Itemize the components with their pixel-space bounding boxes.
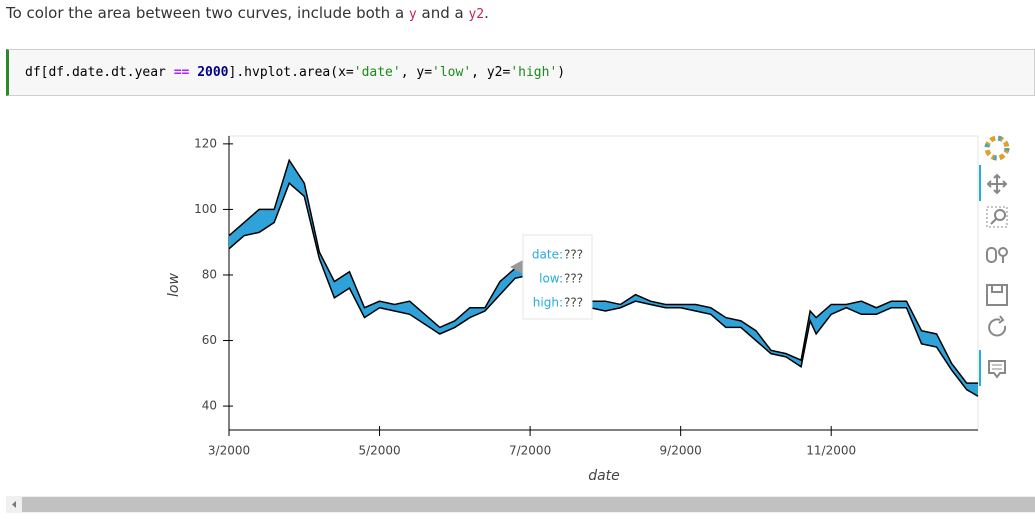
- code-token: 'date': [353, 65, 401, 80]
- area-edge: [228, 181, 979, 397]
- reset-tool[interactable]: [988, 315, 1007, 337]
- text: To color the area between two curves, in…: [6, 4, 409, 22]
- y-tick-label: 100: [194, 202, 217, 216]
- tooltip-box: [522, 234, 593, 320]
- x-axis-label: date: [588, 468, 620, 484]
- code-token: 'low': [432, 65, 472, 80]
- bokeh-logo[interactable]: [984, 135, 1010, 161]
- y-tick-label: 120: [194, 136, 217, 150]
- code-token: ==: [173, 65, 190, 80]
- tooltip-value: ???: [564, 296, 583, 310]
- y-axis-label: low: [166, 272, 182, 296]
- horizontal-scrollbar[interactable]: [6, 496, 1035, 513]
- scroll-left[interactable]: [6, 496, 22, 513]
- save-tool[interactable]: [986, 284, 1008, 306]
- x-tick-label: 5/2000: [358, 444, 400, 458]
- code-token: 'high': [510, 65, 558, 80]
- area-edge: [228, 158, 978, 384]
- tooltip-value: ???: [564, 248, 583, 262]
- x-tick-label: 3/2000: [208, 444, 250, 458]
- code: df[df.date.dt.year == 2000].hvplot.area(…: [25, 65, 565, 80]
- inline-code: y2: [468, 7, 485, 22]
- y-tick-label: 60: [202, 333, 217, 347]
- chart: date low date: ???low: ???high:??? 4060801…: [166, 135, 1010, 484]
- tooltip-arrow: [510, 260, 523, 274]
- code-token: ].hvplot.area(x=: [228, 65, 354, 80]
- wheel-zoom-tool[interactable]: [986, 247, 1008, 263]
- toolbar: [979, 135, 1010, 386]
- code-cell[interactable]: df[df.date.dt.year == 2000].hvplot.area(…: [6, 49, 1035, 96]
- code-token: , y=: [400, 65, 433, 80]
- x-tick-label: 9/2000: [660, 444, 702, 458]
- tooltip-label: date:: [532, 248, 563, 262]
- tooltip-value: ???: [564, 272, 583, 286]
- text: and a: [416, 4, 469, 22]
- box-zoom-tool[interactable]: [986, 206, 1008, 228]
- code-token: 2000: [197, 65, 229, 80]
- y-tick-label: 80: [202, 267, 217, 281]
- code-token: df[df.date.dt.year: [25, 65, 174, 80]
- area-fill: [229, 160, 978, 397]
- hover-tool[interactable]: [988, 360, 1006, 379]
- tooltip: date: ???low: ???high:???: [510, 234, 593, 320]
- active-indicator: [979, 165, 981, 201]
- scroll-thumb[interactable]: [22, 497, 1035, 512]
- tooltip-label: low:: [539, 272, 563, 286]
- y-tick-label: 40: [202, 399, 217, 413]
- pan-tool[interactable]: [986, 173, 1008, 195]
- x-tick-label: 11/2000: [806, 444, 856, 458]
- active-indicator: [979, 350, 981, 386]
- area-group: [228, 158, 979, 397]
- intro-text: To color the area between two curves, in…: [6, 4, 489, 22]
- code-token: , y2=: [471, 65, 511, 80]
- text: .: [484, 4, 489, 22]
- inline-code: y: [408, 7, 417, 22]
- tooltip-label: high:: [533, 296, 563, 310]
- x-tick-label: 7/2000: [509, 444, 551, 458]
- code-token: ): [557, 65, 566, 80]
